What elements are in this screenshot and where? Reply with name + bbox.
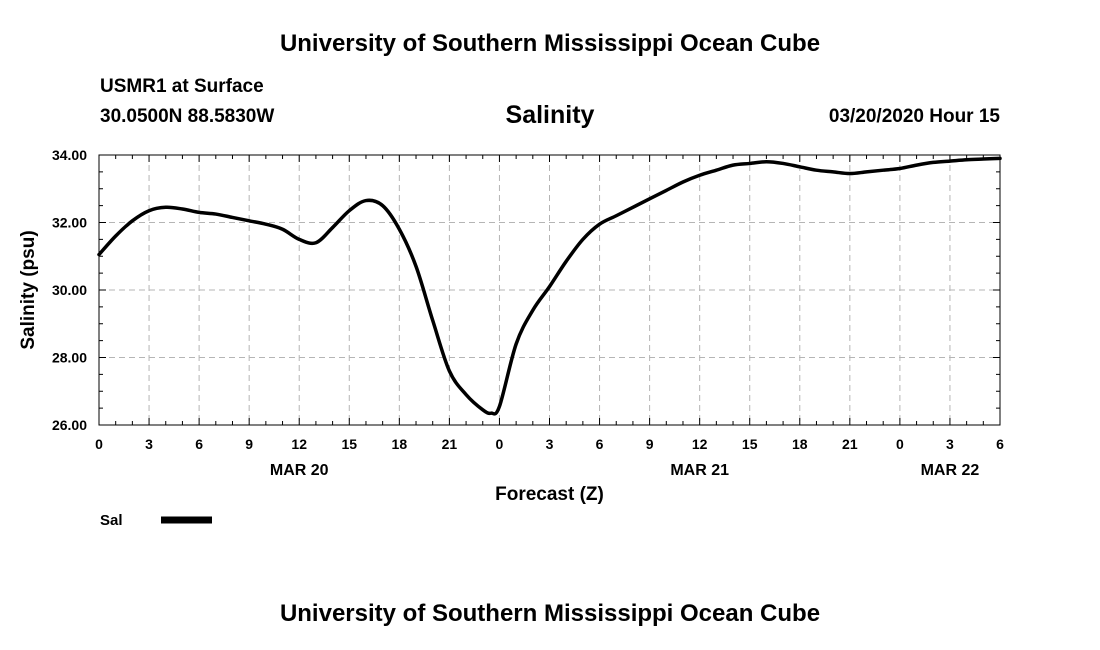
x-tick-label: 3 bbox=[946, 436, 954, 452]
y-tick-label: 26.00 bbox=[52, 417, 87, 433]
coordinates-label: 30.0500N 88.5830W bbox=[100, 106, 275, 127]
x-tick-label: 6 bbox=[996, 436, 1004, 452]
y-tick-label: 32.00 bbox=[52, 215, 87, 231]
plot-title: Salinity bbox=[505, 101, 595, 129]
x-tick-label: 21 bbox=[442, 436, 458, 452]
x-axis-title: Forecast (Z) bbox=[495, 484, 604, 505]
series-line-sal bbox=[97, 156, 1002, 416]
x-tick-label: 18 bbox=[392, 436, 408, 452]
y-tick-label: 30.00 bbox=[52, 282, 87, 298]
x-tick-label: 0 bbox=[95, 436, 103, 452]
x-tick-label: 9 bbox=[245, 436, 253, 452]
x-tick-label: 21 bbox=[842, 436, 858, 452]
date-label: MAR 21 bbox=[670, 462, 729, 479]
x-tick-label: 9 bbox=[646, 436, 654, 452]
x-tick-label: 6 bbox=[195, 436, 203, 452]
date-label: MAR 22 bbox=[921, 462, 980, 479]
x-tick-label: 18 bbox=[792, 436, 808, 452]
chart-header-title: University of Southern Mississippi Ocean… bbox=[279, 30, 821, 57]
legend-label: Sal bbox=[100, 512, 123, 529]
series-layer bbox=[97, 156, 1002, 416]
x-tick-label: 12 bbox=[291, 436, 307, 452]
chart-footer-title: University of Southern Mississippi Ocean… bbox=[279, 600, 821, 627]
x-tick-label: 12 bbox=[692, 436, 708, 452]
y-tick-label: 28.00 bbox=[52, 350, 87, 366]
y-axis-title: Salinity (psu) bbox=[18, 230, 39, 349]
x-tick-label: 0 bbox=[496, 436, 504, 452]
grid bbox=[99, 155, 1000, 425]
x-tick-label: 3 bbox=[145, 436, 153, 452]
x-tick-label: 3 bbox=[546, 436, 554, 452]
axes: 0 3 6 9 12 15 18 21 0 3 6 9 12 15 18 21 0 3 6 26.00 28.00 30.… bbox=[18, 147, 1004, 505]
x-tick-label: 15 bbox=[341, 436, 357, 452]
legend: Sal bbox=[100, 512, 212, 529]
station-label: USMR1 at Surface bbox=[100, 76, 264, 97]
x-tick-label: 0 bbox=[896, 436, 904, 452]
datetime-label: 03/20/2020 Hour 15 bbox=[828, 106, 1000, 127]
x-tick-label: 6 bbox=[596, 436, 604, 452]
x-tick-label: 15 bbox=[742, 436, 758, 452]
date-label: MAR 20 bbox=[270, 462, 329, 479]
y-tick-label: 34.00 bbox=[52, 147, 87, 163]
